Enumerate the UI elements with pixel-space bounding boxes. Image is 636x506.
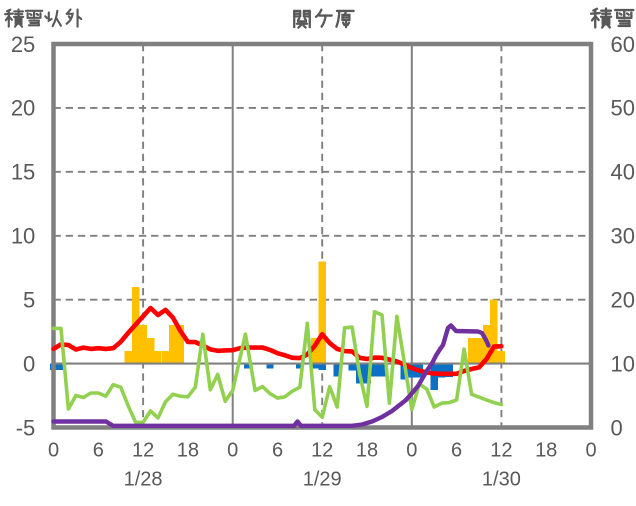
svg-text:6: 6 xyxy=(451,440,462,462)
svg-text:0: 0 xyxy=(48,440,59,462)
svg-text:1/29: 1/29 xyxy=(303,469,342,491)
svg-text:10: 10 xyxy=(611,351,635,376)
svg-text:10: 10 xyxy=(11,224,35,249)
svg-text:60: 60 xyxy=(611,32,635,57)
svg-text:1/28: 1/28 xyxy=(124,469,163,491)
svg-text:0: 0 xyxy=(23,351,35,376)
svg-text:-5: -5 xyxy=(16,415,36,440)
svg-text:40: 40 xyxy=(611,160,635,185)
svg-text:1/30: 1/30 xyxy=(482,469,521,491)
svg-text:0: 0 xyxy=(611,415,623,440)
svg-text:12: 12 xyxy=(132,440,154,462)
svg-text:25: 25 xyxy=(11,32,35,57)
svg-text:0: 0 xyxy=(227,440,238,462)
svg-text:50: 50 xyxy=(611,96,635,121)
svg-text:12: 12 xyxy=(311,440,333,462)
svg-text:20: 20 xyxy=(11,96,35,121)
svg-text:6: 6 xyxy=(93,440,104,462)
svg-text:6: 6 xyxy=(272,440,283,462)
svg-text:0: 0 xyxy=(585,440,596,462)
svg-text:18: 18 xyxy=(356,440,378,462)
svg-text:0: 0 xyxy=(406,440,417,462)
svg-text:5: 5 xyxy=(23,288,35,313)
svg-text:18: 18 xyxy=(177,440,199,462)
svg-text:20: 20 xyxy=(611,288,635,313)
svg-text:12: 12 xyxy=(490,440,512,462)
svg-text:18: 18 xyxy=(535,440,557,462)
svg-text:15: 15 xyxy=(11,160,35,185)
svg-text:30: 30 xyxy=(611,224,635,249)
